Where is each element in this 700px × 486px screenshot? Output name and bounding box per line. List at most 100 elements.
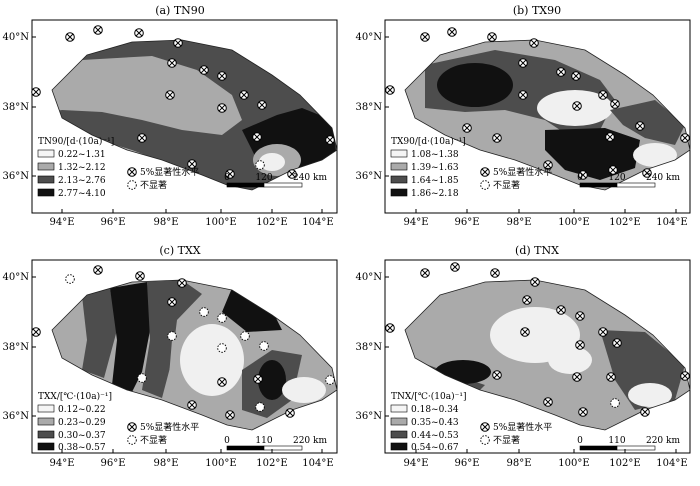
panel-d-class-3: 0.44~0.53 [411, 431, 459, 441]
panel-a-class-2: 1.32~2.12 [58, 163, 106, 173]
svg-text:104°E: 104°E [656, 217, 687, 228]
panel-c-legend: TXX/[℃·(10a)⁻¹] 0.12~0.22 0.23~0.29 0.30… [37, 391, 199, 453]
svg-text:100°E: 100°E [205, 458, 236, 469]
panel-b-legend-title: TX90/[d·(10a)⁻¹] [391, 136, 466, 147]
svg-text:40°N: 40°N [3, 272, 30, 283]
svg-text:98°E: 98°E [506, 458, 531, 469]
svg-text:102°E: 102°E [609, 458, 640, 469]
panel-d-legend: TNX/[℃·(10a)⁻¹] 0.18~0.34 0.35~0.43 0.44… [390, 391, 552, 453]
panel-a-sig-label: 5%显著性水平 [140, 166, 199, 178]
panel-c-legend-title: TXX/[℃·(10a)⁻¹] [38, 391, 112, 402]
panel-d-lon-ticks: 94°E 96°E 98°E 100°E 102°E 104°E [403, 449, 688, 469]
panel-c-sig-label: 5%显著性水平 [140, 421, 199, 433]
svg-text:220 km: 220 km [293, 436, 327, 446]
panel-c-class-2: 0.23~0.29 [58, 418, 106, 428]
svg-text:38°N: 38°N [356, 342, 383, 353]
panel-d-sig-label: 5%显著性水平 [493, 421, 552, 433]
panel-b-scale-bar: 0 120 240 km [577, 173, 680, 188]
panel-c-class-3: 0.30~0.37 [58, 431, 106, 441]
panel-a-legend-title: TN90/[d·(10a)⁻¹] [38, 136, 114, 147]
panel-b-sig-label: 5%显著性水平 [493, 166, 552, 178]
svg-text:96°E: 96°E [454, 217, 479, 228]
panel-b-nonsig-label: 不显著 [493, 179, 520, 191]
svg-text:240 km: 240 km [646, 173, 680, 183]
svg-text:110: 110 [608, 436, 625, 446]
svg-text:110: 110 [255, 436, 272, 446]
svg-text:100°E: 100°E [558, 458, 589, 469]
panel-c-nonsig-label: 不显著 [140, 434, 167, 446]
svg-text:98°E: 98°E [153, 458, 178, 469]
svg-text:94°E: 94°E [49, 458, 74, 469]
panel-d-lat-ticks: 40°N 38°N 36°N [356, 272, 389, 422]
svg-text:38°N: 38°N [3, 102, 30, 113]
panel-c-lon-ticks: 94°E 96°E 98°E 100°E 102°E 104°E [49, 449, 334, 469]
svg-text:40°N: 40°N [356, 32, 383, 43]
svg-text:94°E: 94°E [403, 458, 428, 469]
panel-b-lat-ticks: 40°N 38°N 36°N [356, 32, 389, 182]
svg-text:100°E: 100°E [205, 217, 236, 228]
svg-text:240 km: 240 km [293, 173, 327, 183]
panel-c-map: TXX/[℃·(10a)⁻¹] 0.12~0.22 0.23~0.29 0.30… [31, 265, 338, 453]
panel-b-map: TX90/[d·(10a)⁻¹] 1.08~1.38 1.39~1.63 1.6… [385, 27, 691, 199]
svg-text:36°N: 36°N [356, 171, 383, 182]
panel-c-lat-ticks: 40°N 38°N 36°N [3, 272, 36, 422]
svg-text:0: 0 [224, 173, 230, 183]
svg-text:220 km: 220 km [646, 436, 680, 446]
svg-text:36°N: 36°N [3, 411, 30, 422]
svg-text:38°N: 38°N [3, 342, 30, 353]
svg-text:120: 120 [608, 173, 625, 183]
svg-text:0: 0 [224, 436, 230, 446]
svg-text:36°N: 36°N [356, 411, 383, 422]
svg-text:36°N: 36°N [3, 171, 30, 182]
svg-text:98°E: 98°E [153, 217, 178, 228]
panel-a-lon-ticks: 94°E 96°E 98°E 100°E 102°E 104°E [49, 209, 334, 228]
panel-b: (b) TX90 [356, 4, 691, 228]
svg-text:94°E: 94°E [49, 217, 74, 228]
svg-text:104°E: 104°E [302, 458, 333, 469]
panel-a-class-4: 2.77~4.10 [58, 189, 106, 199]
svg-text:120: 120 [255, 173, 272, 183]
svg-text:38°N: 38°N [356, 102, 383, 113]
panel-a-title: (a) TN90 [155, 4, 205, 17]
svg-text:102°E: 102°E [609, 217, 640, 228]
panel-d-class-4: 0.54~0.67 [411, 443, 459, 453]
panel-d-title: (d) TNX [515, 244, 559, 257]
svg-text:0: 0 [577, 173, 583, 183]
panel-d-class-2: 0.35~0.43 [411, 418, 459, 428]
svg-text:96°E: 96°E [100, 217, 125, 228]
panel-b-class-4: 1.86~2.18 [411, 189, 459, 199]
panel-a-scale-bar: 0 120 240 km [224, 173, 327, 188]
svg-text:40°N: 40°N [3, 32, 30, 43]
panel-d-class-1: 0.18~0.34 [411, 405, 459, 415]
svg-text:96°E: 96°E [100, 458, 125, 469]
svg-text:104°E: 104°E [656, 458, 687, 469]
panel-b-lon-ticks: 94°E 96°E 98°E 100°E 102°E 104°E [403, 209, 688, 228]
panel-d: (d) TNX [356, 244, 691, 469]
panel-a-class-3: 2.13~2.76 [58, 176, 106, 186]
panel-b-title: (b) TX90 [513, 4, 561, 17]
svg-text:94°E: 94°E [403, 217, 428, 228]
panel-a-nonsig-label: 不显著 [140, 179, 167, 191]
panel-c-title: (c) TXX [159, 244, 200, 257]
svg-text:102°E: 102°E [256, 217, 287, 228]
panel-c-scale-bar: 0 110 220 km [224, 436, 327, 451]
panel-a: (a) TN90 [3, 4, 338, 228]
panel-c-class-4: 0.38~0.57 [58, 443, 106, 453]
svg-text:100°E: 100°E [558, 217, 589, 228]
panel-b-legend: TX90/[d·(10a)⁻¹] 1.08~1.38 1.39~1.63 1.6… [390, 136, 552, 199]
panel-a-legend: TN90/[d·(10a)⁻¹] 0.22~1.31 1.32~2.12 2.1… [37, 136, 199, 199]
panel-a-lat-ticks: 40°N 38°N 36°N [3, 32, 36, 182]
svg-text:98°E: 98°E [506, 217, 531, 228]
svg-text:104°E: 104°E [302, 217, 333, 228]
svg-text:40°N: 40°N [356, 272, 383, 283]
panel-b-class-1: 1.08~1.38 [411, 150, 459, 160]
panel-d-legend-title: TNX/[℃·(10a)⁻¹] [391, 391, 466, 402]
panel-c: (c) TXX [3, 244, 338, 469]
panel-b-class-2: 1.39~1.63 [411, 163, 459, 173]
panel-b-class-3: 1.64~1.85 [411, 176, 459, 186]
svg-text:96°E: 96°E [454, 458, 479, 469]
panel-d-nonsig-label: 不显著 [493, 434, 520, 446]
svg-text:102°E: 102°E [256, 458, 287, 469]
panel-a-class-1: 0.22~1.31 [58, 150, 106, 160]
